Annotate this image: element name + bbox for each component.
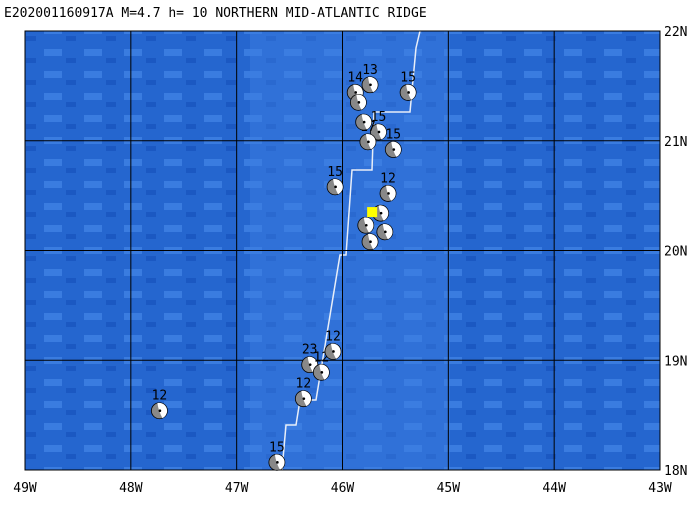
depth-label: 12 — [325, 329, 341, 344]
focal-mechanism — [312, 363, 330, 381]
lon-tick-label: 43W — [648, 481, 672, 496]
depth-label: 15 — [400, 70, 416, 85]
beachball-axis — [387, 192, 390, 195]
depth-label: 12 — [152, 389, 168, 404]
lat-tick-label: 18N — [664, 464, 687, 479]
beachball-dilatation — [378, 205, 389, 221]
beachball-dilatation — [382, 223, 393, 240]
plate-boundary — [281, 30, 421, 471]
beachball-dilatation — [391, 141, 401, 157]
beachball-dilatation — [368, 76, 378, 93]
focal-mechanism — [361, 233, 379, 251]
beachball-axis — [367, 140, 370, 144]
depth-label: 15 — [269, 440, 285, 455]
focal-mechanism — [355, 113, 373, 131]
lon-tick-label: 44W — [542, 481, 566, 496]
depth-label: 12 — [296, 377, 312, 392]
beachball-dilatation — [363, 217, 374, 233]
focal-mechanism — [359, 133, 377, 151]
beachball-axis — [364, 223, 368, 227]
lon-tick-label: 46W — [331, 481, 355, 496]
depth-label: 13 — [362, 63, 378, 78]
beachball-axis — [158, 409, 162, 413]
beachball-axis — [332, 350, 335, 353]
beachball-axis — [379, 211, 383, 215]
depth-label: 12 — [380, 171, 396, 186]
beachball-dilatation — [386, 185, 396, 201]
beachball-axis — [357, 101, 361, 104]
lat-tick-label: 22N — [664, 25, 687, 40]
beachball-dilatation — [368, 233, 378, 250]
focal-mechanism — [361, 76, 379, 94]
beachball-dilatation — [365, 133, 376, 150]
beachball-dilatation — [356, 94, 367, 110]
lon-tick-label: 47W — [225, 481, 249, 496]
frame — [24, 30, 661, 471]
focal-mechanism — [326, 178, 344, 196]
beachball-dilatation — [319, 364, 330, 380]
focal-mechanism — [349, 93, 367, 111]
lon-tick-label: 48W — [119, 481, 143, 496]
beachball-axis — [369, 83, 372, 87]
lat-tick-label: 19N — [664, 354, 687, 369]
focal-mechanism — [151, 402, 168, 420]
beachball-axis — [369, 240, 372, 244]
focal-mechanism — [399, 84, 417, 101]
focal-mechanism — [324, 343, 342, 360]
beachball-axis — [384, 230, 387, 234]
beachball-axis — [320, 371, 324, 374]
beachball-dilatation — [361, 114, 372, 130]
focal-mechanism — [357, 216, 375, 234]
map-title: E202001160917A M=4.7 h= 10 NORTHERN MID-… — [4, 6, 427, 21]
lon-tick-label: 45W — [437, 481, 461, 496]
beachball-dilatation — [333, 178, 343, 195]
depth-label: 15 — [371, 110, 387, 125]
beachball-axis — [377, 130, 381, 134]
focal-mechanism — [376, 223, 394, 241]
beachball-axis — [407, 91, 410, 94]
beachball-axis — [308, 363, 312, 366]
beachball-axis — [392, 148, 396, 151]
lat-tick-label: 21N — [664, 135, 687, 150]
focal-mechanism — [268, 453, 286, 471]
beachball-axis — [302, 397, 306, 400]
beachball-axis — [276, 461, 279, 464]
focal-mechanism — [370, 123, 387, 141]
beachball-axis — [362, 120, 366, 124]
focal-mechanism — [379, 185, 397, 202]
depth-label: 14 — [347, 70, 363, 85]
beachball-dilatation — [376, 124, 387, 140]
beachball-dilatation — [330, 343, 341, 359]
main-event — [367, 207, 378, 218]
beachball-dilatation — [301, 390, 312, 407]
depth-label: 23 — [302, 343, 318, 358]
lat-tick-label: 20N — [664, 245, 687, 260]
depth-label: 15 — [385, 128, 401, 143]
beachball-axis — [334, 185, 337, 189]
beachball-dilatation — [406, 84, 416, 100]
beachball-dilatation — [157, 402, 168, 419]
beachball-axis — [354, 91, 358, 94]
events: 1215121515151514131723121212 — [151, 63, 417, 471]
lon-tick-label: 49W — [13, 481, 37, 496]
focal-mechanism — [384, 141, 402, 158]
focal-mechanism — [294, 390, 312, 408]
depth-label: 15 — [327, 165, 343, 180]
beachball-dilatation — [274, 454, 285, 470]
